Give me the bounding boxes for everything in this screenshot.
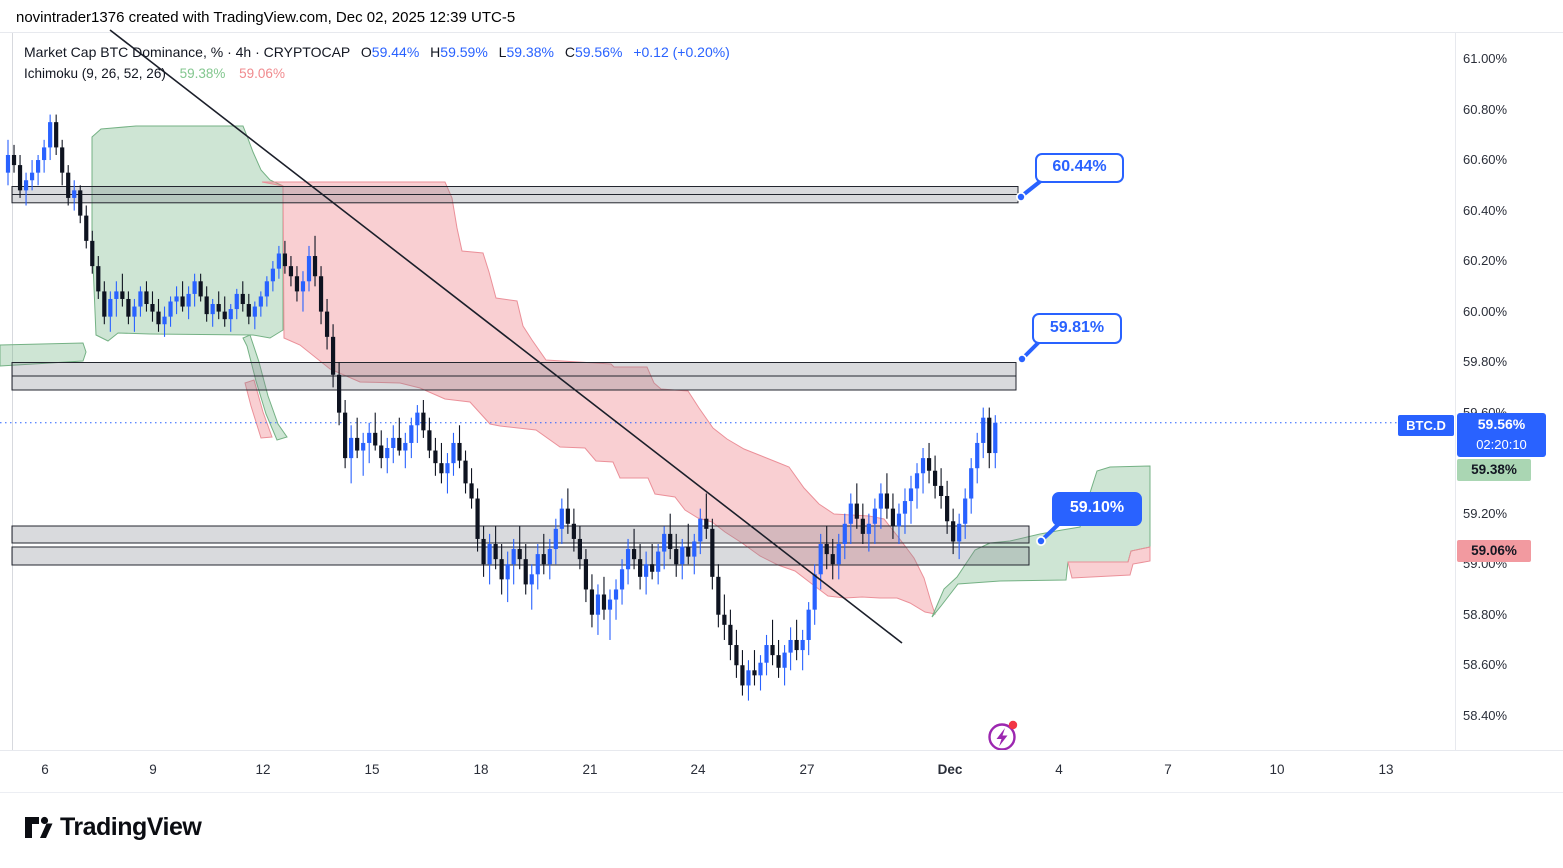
ichimoku-cloud-region [0, 342, 87, 367]
price-tick-label: 59.80% [1463, 354, 1508, 370]
pane-top-border [0, 32, 1563, 33]
change-value: +0.12 (+0.20%) [633, 44, 730, 60]
tradingview-logo[interactable]: TradingView [23, 812, 202, 842]
price-axis-border [1455, 33, 1456, 750]
descending-trendline[interactable] [109, 29, 903, 644]
indicator-legend[interactable]: Ichimoku (9, 26, 52, 26) 59.38% 59.06% [24, 66, 285, 81]
symbol-legend[interactable]: Market Cap BTC Dominance, % · 4h · CRYPT… [24, 44, 730, 60]
event-alert-dot [1008, 720, 1018, 730]
ichimoku-cloud-region [242, 334, 288, 441]
ichimoku-cloud-region [1067, 546, 1151, 579]
ichimoku-lead2-value: 59.06% [239, 66, 285, 81]
price-tick-label: 60.40% [1463, 202, 1508, 218]
time-tick-label: 21 [582, 762, 598, 777]
high-label: H [430, 44, 441, 60]
time-tick-label: 13 [1378, 762, 1394, 777]
supply-zone-60.44[interactable] [11, 186, 1019, 195]
callout-anchor-dot[interactable] [1018, 355, 1026, 363]
time-tick-label: 12 [255, 762, 271, 777]
last-price-value: 59.56% [1477, 416, 1526, 432]
callout-anchor-dot[interactable] [1017, 193, 1025, 201]
time-tick-label: 6 [41, 762, 49, 777]
time-tick-label: 27 [799, 762, 815, 777]
ichimoku-lead1-axis-badge: 59.38% [1457, 459, 1531, 481]
price-tick-label: 58.40% [1463, 707, 1508, 723]
price-tick-label: 58.60% [1463, 657, 1508, 673]
price-tick-label: 59.20% [1463, 505, 1508, 521]
demand-zone-59.10[interactable] [11, 525, 1030, 544]
callout-anchor-dot[interactable] [1037, 537, 1045, 545]
ichimoku-lead2-axis-badge: 59.06% [1457, 540, 1531, 562]
price-callout-59-10[interactable]: 59.10% [1052, 492, 1142, 526]
price-tick-label: 60.00% [1463, 303, 1508, 319]
price-tick-label: 60.60% [1463, 152, 1508, 168]
price-tick-label: 58.80% [1463, 606, 1508, 622]
economic-event-icon[interactable] [988, 723, 1016, 751]
time-tick-label: 15 [364, 762, 380, 777]
symbol-price-flag: BTC.D [1398, 415, 1454, 436]
low-label: L [498, 44, 507, 60]
ichimoku-cloud-region [244, 379, 273, 439]
time-axis-border [0, 750, 1563, 751]
tradingview-logo-icon [25, 816, 53, 838]
ichimoku-lead1-value: 59.38% [179, 66, 226, 81]
close-value: 59.56% [574, 44, 623, 60]
time-tick-label: 4 [1055, 762, 1063, 777]
supply-zone-59.81[interactable] [11, 362, 1017, 377]
time-tick-label: 9 [149, 762, 157, 777]
indicator-title: Ichimoku (9, 26, 52, 26) [24, 66, 166, 81]
attribution-text: novintrader1376 created with TradingView… [16, 9, 516, 26]
time-tick-label: 10 [1269, 762, 1285, 777]
supply-zone-59.81[interactable] [11, 375, 1017, 391]
lightning-bolt-icon [996, 728, 1008, 747]
open-value: 59.44% [371, 44, 420, 60]
time-axis-bottom-border [0, 792, 1563, 793]
price-tick-label: 60.80% [1463, 101, 1508, 117]
time-tick-label: 24 [690, 762, 706, 777]
price-tick-label: 61.00% [1463, 51, 1508, 66]
last-price-box: 59.56% 02:20:10 [1457, 413, 1546, 457]
time-tick-label: 7 [1164, 762, 1172, 777]
price-callout-59-81[interactable]: 59.81% [1032, 313, 1122, 344]
candlestick-series [5, 114, 998, 701]
supply-zone-60.44[interactable] [11, 194, 1019, 204]
symbol-title: Market Cap BTC Dominance, % · 4h · CRYPT… [24, 44, 350, 60]
price-tick-label: 60.20% [1463, 253, 1508, 269]
time-tick-label: Dec [937, 762, 963, 777]
price-callout-60-44[interactable]: 60.44% [1035, 153, 1124, 183]
open-label: O [360, 44, 372, 60]
high-value: 59.59% [440, 44, 488, 60]
chart-canvas[interactable] [0, 0, 1563, 800]
tradingview-logo-text: TradingView [60, 812, 202, 841]
bar-countdown: 02:20:10 [1476, 437, 1527, 452]
time-tick-label: 18 [473, 762, 489, 777]
low-value: 59.38% [506, 44, 554, 60]
close-label: C [564, 44, 575, 60]
